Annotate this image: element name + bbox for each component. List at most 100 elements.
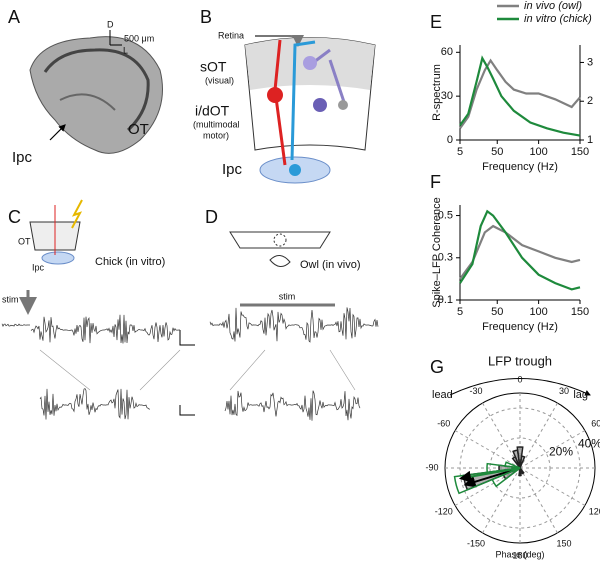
trace	[209, 307, 379, 343]
x-tick-label: 50	[491, 306, 503, 318]
layer-label: motor)	[203, 130, 229, 140]
panel-letter: E	[430, 12, 442, 32]
neuron-blue	[290, 40, 316, 161]
y-axis-label: Spike–LFP Coherence	[431, 197, 443, 307]
trace	[30, 314, 180, 344]
series-line	[459, 224, 581, 280]
y-axis-label: R-spectrum	[431, 64, 443, 121]
y2-tick-label: 1	[587, 134, 593, 146]
series-line	[459, 209, 581, 291]
mean-vector	[458, 467, 521, 483]
region-label: OT	[18, 236, 31, 246]
x-tick-label: 5	[457, 146, 463, 158]
phase-arrow	[449, 378, 591, 396]
angle-tick-label: 0	[517, 374, 522, 384]
owl	[269, 255, 291, 267]
stim-label: stim	[2, 294, 19, 304]
soma	[303, 56, 317, 70]
x-tick-label: 150	[571, 146, 589, 158]
stim-bolt	[71, 199, 83, 229]
trace	[1, 323, 30, 328]
y-tick-label: 30	[441, 90, 453, 102]
ipc-nucleus	[41, 251, 75, 265]
panel-d: D Owl (in vivo) stim	[205, 207, 361, 391]
angle-tick-label: -60	[437, 418, 450, 428]
polar-spoke	[519, 467, 558, 534]
y-tick-label: 0	[447, 134, 453, 146]
brain-layer	[59, 93, 116, 111]
region-label: Ipc	[12, 149, 33, 166]
soma	[289, 164, 301, 176]
y-tick-label: 60	[441, 46, 453, 58]
angle-tick-label: 120	[589, 506, 600, 516]
panel-letter: B	[200, 7, 212, 27]
polar-title: LFP trough	[488, 353, 552, 368]
x-axis-label: Frequency (Hz)	[482, 321, 558, 333]
rose-wedge	[519, 455, 526, 469]
polar-spoke	[454, 430, 521, 469]
panel-letter: G	[430, 357, 444, 377]
zoom-line	[229, 349, 356, 391]
x-tick-label: 150	[571, 306, 589, 318]
screen	[229, 231, 331, 249]
stim-label: stim	[279, 291, 296, 301]
layer-label: (multimodal	[193, 119, 240, 129]
y2-tick-label: 3	[587, 56, 593, 68]
panel-letter: C	[8, 207, 21, 227]
angle-tick-label: 150	[556, 539, 571, 549]
y-tick-label: 0.5	[438, 209, 453, 221]
soma	[338, 100, 348, 110]
brain-layer	[43, 48, 150, 132]
scale-bar	[179, 330, 195, 416]
panel-letter: F	[430, 172, 441, 192]
layer-label: sOT	[200, 59, 227, 75]
legend-label: in vivo (owl)	[524, 0, 582, 12]
panel-c: C OT Ipc Chick (in vitro) stim	[2, 199, 195, 416]
r-tick-label: 40%	[578, 437, 600, 451]
rose-wedge	[453, 467, 521, 495]
layer-label: i/dOT	[195, 103, 230, 119]
region-label: Ipc	[222, 161, 243, 178]
series-line	[459, 58, 581, 130]
angle-tick-label: -150	[467, 539, 485, 549]
trace	[224, 390, 361, 421]
angle-tick-label: -90	[425, 462, 438, 472]
polar-spoke	[519, 402, 558, 469]
axes	[459, 45, 581, 141]
region-label: OT	[128, 121, 149, 138]
x-tick-label: 100	[529, 306, 547, 318]
x-tick-label: 100	[529, 146, 547, 158]
panel-a: A D L 500 μm OT Ipc	[8, 7, 163, 166]
rose-wedge	[486, 462, 521, 474]
angle-tick-label: 60	[591, 418, 600, 428]
region-label: Ipc	[32, 262, 45, 272]
soma	[267, 87, 283, 103]
series-line	[459, 55, 581, 137]
axis-label: D	[107, 19, 114, 29]
soma	[313, 98, 327, 112]
rose-wedge	[516, 446, 524, 469]
angle-tick-label: -120	[435, 506, 453, 516]
x-tick-label: 50	[491, 146, 503, 158]
axis-label: L	[123, 45, 128, 55]
scale-label: 500 μm	[124, 33, 154, 43]
brain-section	[29, 36, 163, 154]
polar-spoke	[519, 430, 586, 469]
legend-label: in vitro (chick)	[524, 13, 592, 25]
rose-wedge	[504, 461, 521, 469]
lag-label: lag	[573, 389, 588, 401]
angle-tick-label: 180	[512, 550, 527, 560]
angle-tick-label: -30	[469, 386, 482, 396]
label: Retina	[218, 30, 244, 40]
x-axis-label: Frequency (Hz)	[482, 161, 558, 173]
orientation-axes	[109, 30, 122, 46]
panel-b: B Retina sOT (visual) i/dOT (multimodal …	[193, 7, 376, 184]
traces	[1, 307, 379, 421]
polar-spoke	[482, 467, 521, 534]
lead-label: lead	[432, 389, 453, 401]
zoom-line	[39, 349, 181, 391]
caption: Chick (in vitro)	[95, 256, 165, 268]
polar-spoke	[519, 467, 586, 506]
angle-tick-label: 30	[559, 386, 569, 396]
